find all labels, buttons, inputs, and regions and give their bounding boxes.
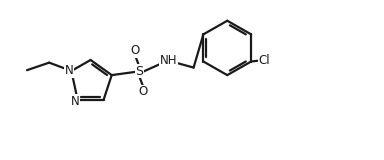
Text: N: N: [65, 64, 73, 77]
Text: Cl: Cl: [259, 54, 270, 67]
Text: O: O: [139, 85, 148, 98]
Text: S: S: [135, 65, 143, 78]
Text: O: O: [131, 44, 140, 57]
Text: N: N: [71, 95, 79, 108]
Text: NH: NH: [160, 53, 177, 67]
